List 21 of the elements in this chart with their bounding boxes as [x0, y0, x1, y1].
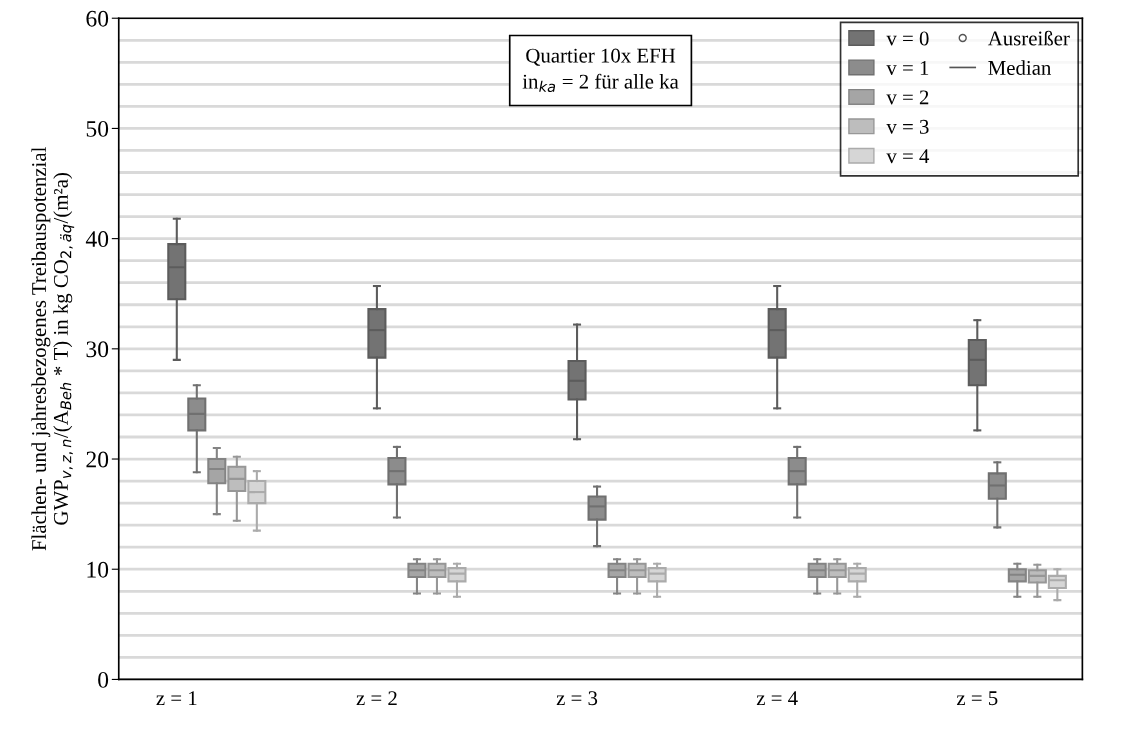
y-axis-title: Flächen- und jahresbezogenes Treibauspotenzial GWP$_{v,z,n}$/(A$_{Beh}$ * T) in kg CO$_{2,äq}$/(m²a): [31, 147, 75, 551]
x-tick-label: z = 4: [756, 691, 798, 705]
x-tick-label: z = 5: [956, 691, 998, 706]
x-tick-label: z = 2: [356, 691, 397, 705]
y-tick-label: 50: [86, 120, 109, 137]
annotation: Ausreißer: [987, 30, 1070, 46]
annotation: Quartier 10x EFH in$_{ka}$ = 2 für alle ka: [522, 48, 679, 93]
legend-label: v = 3: [886, 119, 929, 134]
annotation: Median: [988, 60, 1052, 75]
x-tick-label: z = 1: [156, 691, 197, 705]
y-tick-label: 20: [86, 451, 109, 468]
x-tick-label: z = 3: [556, 691, 598, 706]
legend-label: v = 4: [886, 149, 930, 164]
legend-label: v = 1: [886, 60, 929, 75]
y-tick-label: 0: [98, 671, 109, 688]
y-tick-label: 30: [86, 341, 109, 358]
y-tick-label: 40: [85, 231, 109, 248]
legend-label: v = 0: [886, 31, 929, 46]
y-tick-label: 60: [86, 10, 109, 27]
y-tick-label: 10: [87, 561, 109, 578]
legend-label: v = 2: [886, 90, 929, 105]
